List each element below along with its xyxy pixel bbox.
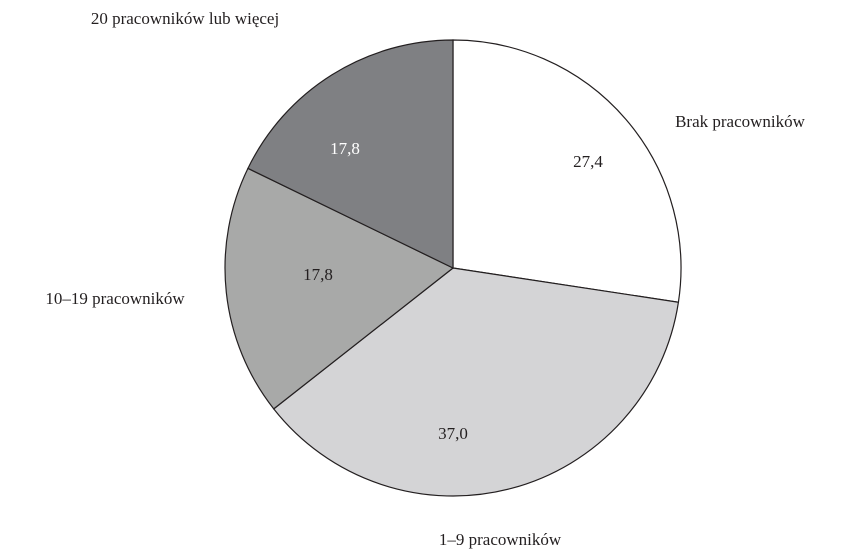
pie-slice	[247, 39, 454, 269]
value-label: 17,8	[330, 139, 360, 158]
category-label: 1–9 pracowników	[439, 530, 562, 549]
category-label: 20 pracowników lub więcej	[91, 9, 279, 28]
pie-slice	[224, 167, 455, 410]
value-label: 37,0	[438, 424, 468, 443]
category-label: Brak pracowników	[675, 112, 806, 131]
value-label: 27,4	[573, 152, 603, 171]
pie-slice	[272, 267, 680, 497]
value-label: 17,8	[303, 265, 333, 284]
pie-slice	[452, 39, 682, 303]
category-label: 10–19 pracowników	[45, 289, 185, 308]
